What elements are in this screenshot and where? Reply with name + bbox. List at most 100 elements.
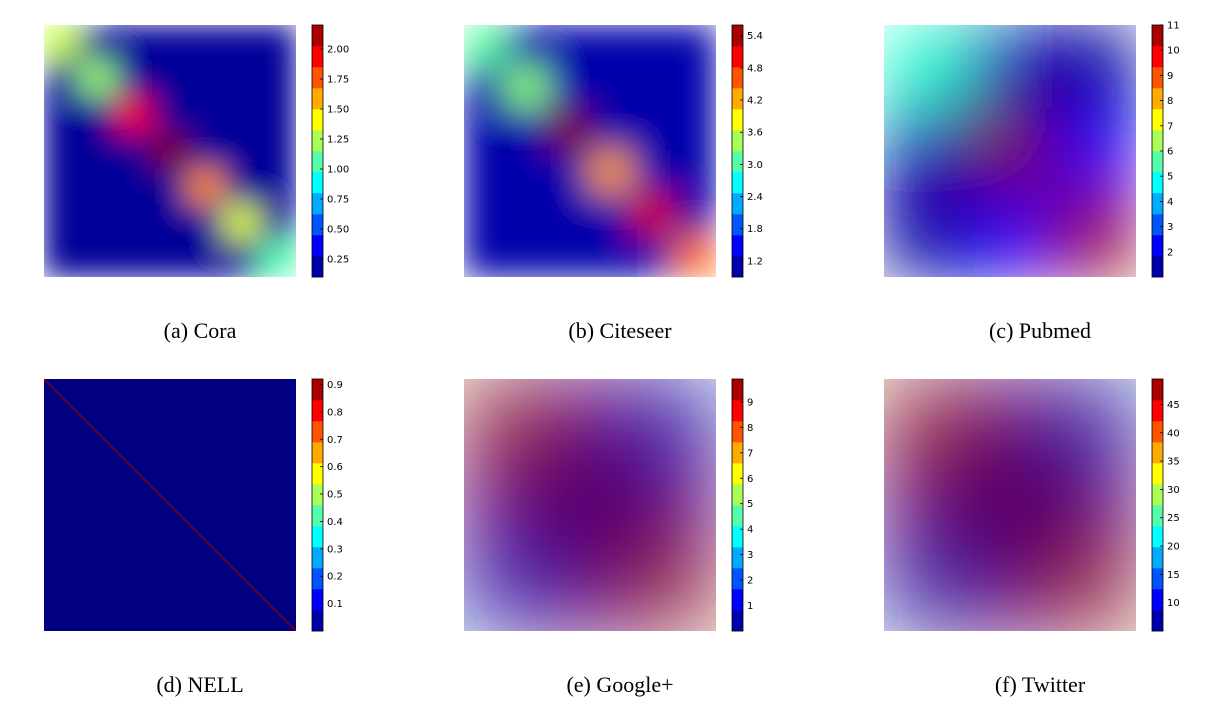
colorbar-segment bbox=[1152, 130, 1163, 152]
heatmap-cell bbox=[44, 132, 81, 170]
colorbar-tick-label: 1.50 bbox=[327, 105, 349, 116]
colorbar-segment bbox=[312, 88, 323, 110]
heatmap-cell bbox=[187, 60, 225, 98]
colorbar: 2 3 4 5 6 7 8 9 10 11 bbox=[1151, 21, 1180, 278]
heatmap-cell bbox=[1009, 504, 1136, 631]
heatmap-cell bbox=[259, 240, 296, 277]
heatmap-cell bbox=[631, 66, 675, 110]
heatmap-cell bbox=[589, 192, 633, 236]
heatmap-cell bbox=[547, 192, 591, 236]
heatmap-cell bbox=[44, 60, 81, 98]
heatmap-svg-googleplus: 1 2 3 4 5 6 7 8 9 bbox=[464, 378, 753, 632]
colorbar-segment bbox=[312, 442, 323, 464]
heatmap-cell bbox=[631, 25, 675, 68]
heatmap-cell bbox=[259, 204, 296, 242]
colorbar-segment bbox=[312, 568, 323, 590]
colorbar-tick-label: 1.00 bbox=[327, 165, 349, 176]
heatmap-cell bbox=[589, 150, 633, 194]
heatmap-cell bbox=[44, 204, 81, 242]
caption-nell: (d) NELL bbox=[156, 672, 244, 697]
heatmap-panel-twitter: 10 15 20 25 30 35 40 45 (f) Twitter bbox=[840, 354, 1219, 709]
heatmap-cell bbox=[187, 96, 225, 134]
colorbar-segment bbox=[312, 421, 323, 443]
colorbar-segment bbox=[312, 235, 323, 257]
colorbar-tick-label: 4 bbox=[747, 525, 753, 536]
colorbar-segment bbox=[732, 442, 743, 464]
colorbar-tick-label: 0.8 bbox=[327, 407, 343, 418]
colorbar-tick-label: 45 bbox=[1167, 400, 1180, 411]
caption-pubmed: (c) Pubmed bbox=[988, 318, 1092, 343]
heatmap-svg-nell: 0.1 0.2 0.3 0.4 0.5 0.6 0.7 0.8 0.9 bbox=[44, 378, 343, 632]
colorbar-segment bbox=[1152, 379, 1163, 401]
heatmap-cell bbox=[631, 192, 675, 236]
colorbar-tick-label: 1.8 bbox=[747, 224, 763, 235]
colorbar-tick-label: 10 bbox=[1167, 46, 1180, 57]
heatmap-svg-cora: 0.25 0.50 0.75 1.00 1.25 1.50 1.75 2.00 bbox=[44, 24, 349, 278]
heatmap-cell bbox=[464, 192, 507, 236]
colorbar-segment bbox=[1152, 67, 1163, 89]
colorbar-tick-label: 9 bbox=[1167, 71, 1173, 82]
colorbar-segment bbox=[1152, 151, 1163, 173]
heatmap-cell bbox=[631, 234, 675, 277]
colorbar-frame bbox=[1151, 378, 1164, 632]
colorbar-tick-label: 11 bbox=[1167, 21, 1180, 32]
colorbar-segment bbox=[1152, 193, 1163, 215]
colorbar-segment bbox=[312, 46, 323, 68]
colorbar-frame bbox=[731, 24, 744, 278]
colorbar-tick-label: 7 bbox=[747, 448, 753, 459]
colorbar-segment bbox=[1152, 589, 1163, 611]
heatmap-cell bbox=[1051, 25, 1136, 110]
heatmap-cell bbox=[589, 379, 716, 506]
heatmap-cell bbox=[151, 96, 189, 134]
heatmap-cell bbox=[79, 25, 117, 62]
colorbar-segment bbox=[1152, 256, 1163, 278]
heatmap-cell bbox=[115, 25, 153, 62]
colorbar-segment bbox=[732, 379, 743, 401]
heatmap-cell bbox=[884, 379, 1011, 506]
colorbar-tick-label: 2 bbox=[747, 576, 753, 587]
colorbar-segment bbox=[312, 67, 323, 89]
colorbar-tick-label: 8 bbox=[1167, 96, 1173, 107]
heatmap-cell bbox=[464, 379, 591, 506]
heatmap-cell bbox=[79, 96, 117, 134]
heatmap-panel-pubmed: 2 3 4 5 6 7 8 9 10 11 (c) Pubmed bbox=[840, 0, 1219, 355]
colorbar-segment bbox=[1152, 400, 1163, 422]
colorbar-segment bbox=[732, 421, 743, 443]
colorbar-tick-label: 0.5 bbox=[327, 490, 343, 501]
colorbar-tick-label: 30 bbox=[1167, 485, 1180, 496]
heatmap-cell bbox=[151, 240, 189, 277]
colorbar-segment bbox=[732, 400, 743, 422]
heatmap-cell bbox=[547, 234, 591, 277]
heatmap-cell bbox=[223, 96, 261, 134]
heatmap-cell bbox=[79, 168, 117, 206]
colorbar-tick-label: 0.2 bbox=[327, 572, 343, 583]
heatmap-cell bbox=[44, 96, 81, 134]
heatmap-cell bbox=[1009, 379, 1136, 506]
heatmap-area bbox=[44, 379, 296, 631]
heatmap-panel-googleplus: 1 2 3 4 5 6 7 8 9 (e) Google+ bbox=[420, 354, 820, 709]
heatmap-cell bbox=[589, 108, 633, 152]
colorbar-segment bbox=[1152, 421, 1163, 443]
heatmap-cell bbox=[1051, 108, 1136, 194]
heatmap-cell bbox=[505, 150, 549, 194]
heatmap-cell bbox=[967, 25, 1053, 110]
colorbar-segment bbox=[732, 463, 743, 485]
heatmap-cell bbox=[79, 132, 117, 170]
heatmap-cell bbox=[79, 60, 117, 98]
colorbar-segment bbox=[732, 484, 743, 506]
heatmap-panel-nell: 0.1 0.2 0.3 0.4 0.5 0.6 0.7 0.8 0.9 (d) NELL bbox=[0, 354, 400, 709]
colorbar: 1.2 1.8 2.4 3.0 3.6 4.2 4.8 5.4 bbox=[731, 24, 763, 278]
heatmap-cell bbox=[151, 132, 189, 170]
colorbar: 0.25 0.50 0.75 1.00 1.25 1.50 1.75 2.00 bbox=[311, 24, 349, 278]
heatmap-cell bbox=[259, 132, 296, 170]
colorbar-segment bbox=[312, 400, 323, 422]
colorbar-tick-label: 35 bbox=[1167, 457, 1180, 468]
colorbar-segment bbox=[1152, 547, 1163, 569]
colorbar-frame bbox=[311, 24, 324, 278]
colorbar-segment bbox=[312, 484, 323, 506]
colorbar-frame bbox=[731, 378, 744, 632]
colorbar-tick-label: 7 bbox=[1167, 121, 1173, 132]
heatmap-cell bbox=[673, 66, 716, 110]
heatmap-cell bbox=[547, 108, 591, 152]
heatmap-cell bbox=[547, 25, 591, 68]
